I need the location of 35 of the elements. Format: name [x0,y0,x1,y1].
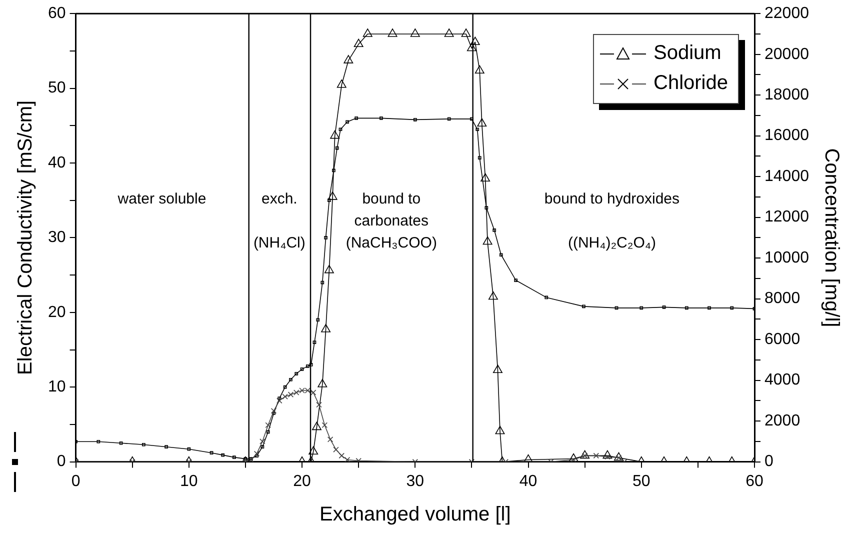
y-axis-title: Electrical Conductivity [mS/cm] [14,100,37,375]
text: bound to hydroxides ((NH₄)₂C₂O₄) [544,190,680,252]
annotation: water soluble [116,190,206,208]
y2-tick-label: 20000 [764,46,810,63]
annotation: bound to carbonates (NaCH₃COO) [346,190,437,252]
legend-label: Chloride [654,72,728,96]
y2-tick-label: 12000 [764,208,810,226]
y2-tick-label: 14000 [764,168,810,185]
y2-tick-label: 6000 [764,330,800,348]
y-tick-label: 30 [48,229,66,246]
y-tick-label: 40 [48,154,66,172]
y-tick-label: 10 [48,378,66,396]
x-tick-label: 0 [71,472,80,490]
y2-tick-label: 8000 [764,290,800,308]
x-tick-label: 60 [746,472,764,490]
x-tick-label: 40 [519,472,538,490]
y2-tick-label: 0 [764,453,774,470]
y-tick-label: 0 [56,453,66,470]
y2-tick-label: 18000 [764,86,810,104]
y2-tick-label: 16000 [764,127,810,144]
y-tick-label: 50 [48,80,66,97]
legend-label: Sodium [654,42,722,66]
y2-tick-label: 4000 [764,372,800,389]
x-tick-label: 30 [406,472,424,490]
y-tick-label: 20 [48,304,66,321]
y-tick-label: 60 [48,5,66,22]
x-axis-title: Exchanged volume [l] [320,504,511,526]
text: exch. (NH₄Cl) [253,190,306,252]
y2-tick-label: 22000 [764,5,810,22]
x-tick-label: 10 [180,472,198,490]
y2-tick-label: 2000 [764,412,800,430]
y2-axis-title: Concentration [mg/l] [820,148,842,328]
y2-tick-label: 10000 [764,249,810,266]
x-tick-label: 20 [293,472,312,490]
x-tick-label: 50 [632,472,650,490]
